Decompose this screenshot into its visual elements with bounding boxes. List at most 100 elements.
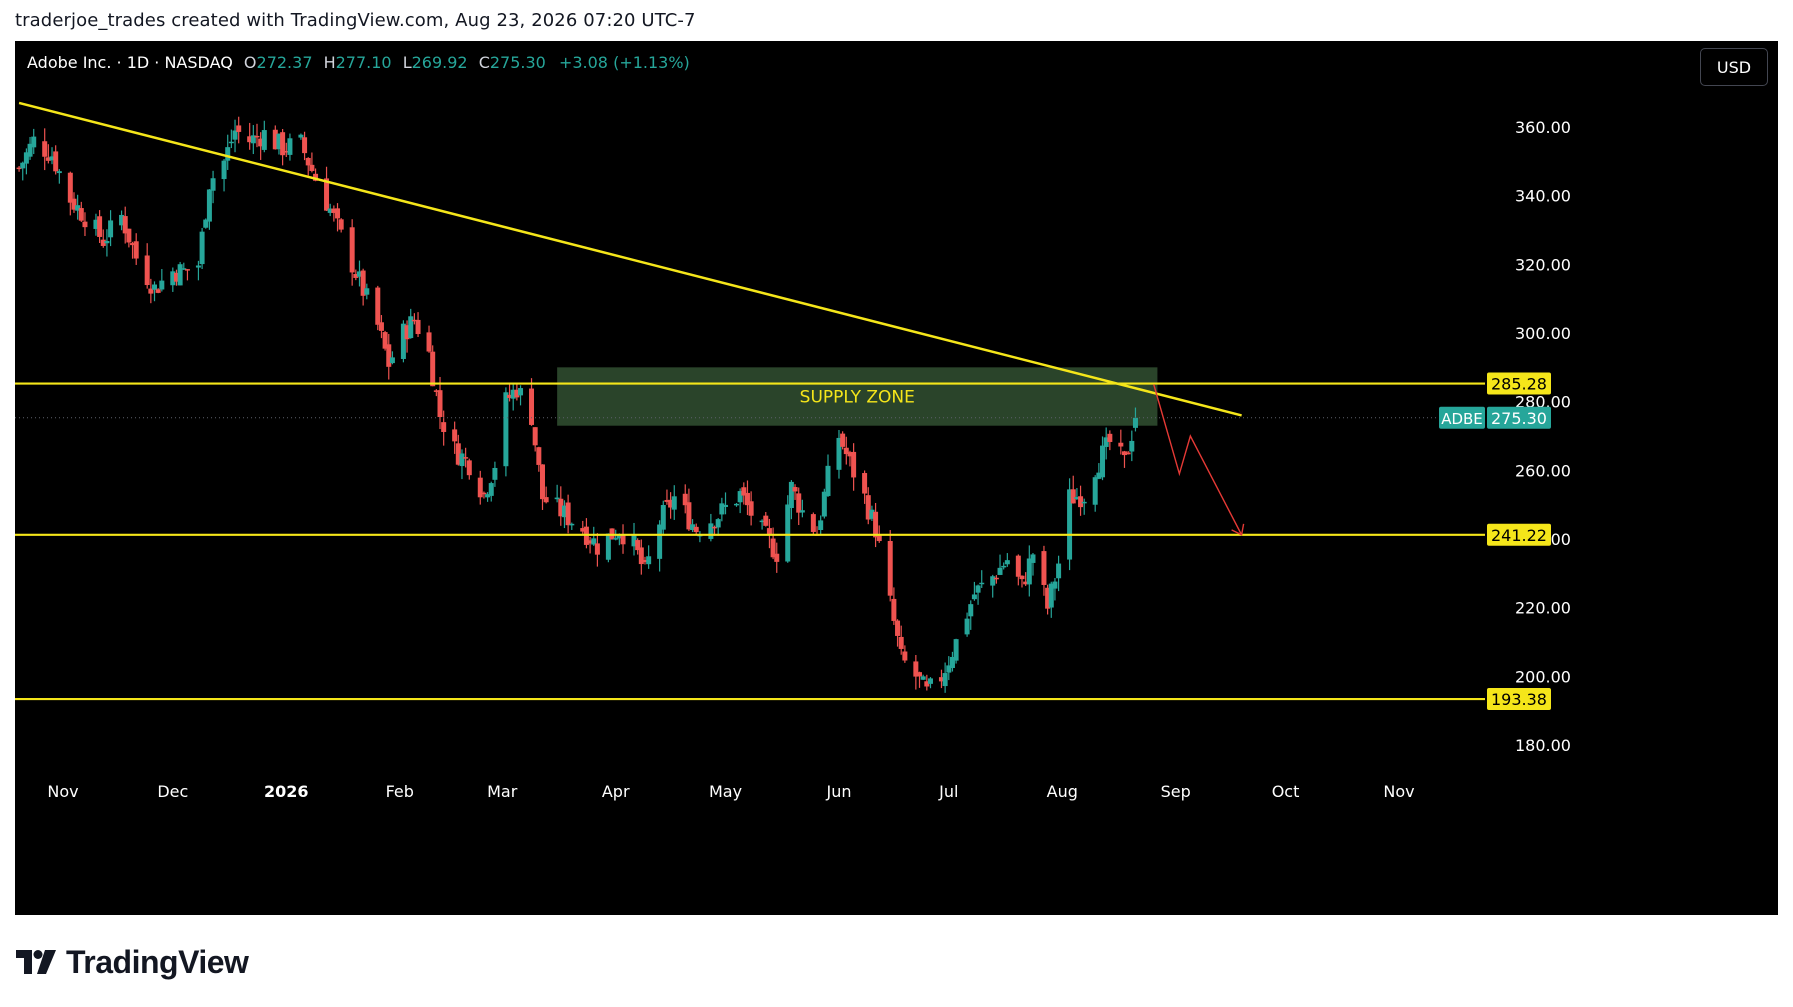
candle (100, 229, 106, 248)
candle-body (1121, 451, 1127, 456)
candle (126, 228, 132, 248)
candle-body (887, 540, 893, 596)
candle-body (49, 156, 55, 161)
candle-body (459, 453, 465, 467)
candle-body (613, 538, 619, 540)
candle (360, 268, 366, 306)
candle-body (770, 538, 776, 558)
candle (938, 669, 944, 689)
candle (507, 384, 513, 402)
candle (437, 376, 443, 430)
tradingview-logo[interactable]: TradingView (16, 943, 249, 980)
candle (518, 385, 524, 406)
candle-body (302, 137, 308, 154)
candle (1056, 555, 1062, 592)
candle-body (1078, 496, 1084, 508)
candle-body (946, 665, 952, 673)
candle (605, 533, 611, 563)
candle-body (1074, 497, 1080, 499)
candle (1132, 407, 1138, 432)
candle-body (56, 171, 62, 174)
candle-body (891, 598, 897, 621)
candle-body (1048, 583, 1054, 608)
candle-body (75, 205, 81, 211)
candle (349, 219, 355, 286)
candle-body (225, 147, 231, 161)
candle (459, 449, 465, 480)
candle-body (664, 500, 670, 502)
candle (799, 499, 805, 518)
candle (206, 189, 212, 230)
candle-body (975, 585, 981, 593)
candle (181, 262, 187, 270)
candle-body (1129, 440, 1135, 452)
candle (569, 522, 575, 530)
candle (335, 203, 341, 232)
candle-body (327, 208, 333, 213)
symbol-info[interactable]: Adobe Inc. · 1D · NASDAQ (27, 53, 233, 72)
level-price-tag: 193.38 (1487, 688, 1551, 711)
candle (250, 125, 256, 155)
candle-body (144, 255, 150, 286)
candle-body (250, 135, 256, 144)
candle-body (148, 288, 154, 294)
candle (232, 119, 238, 153)
candle-body (1019, 575, 1025, 580)
tradingview-wordmark: TradingView (66, 943, 249, 980)
candle-body (364, 288, 370, 295)
candle-body (536, 447, 542, 465)
candle (122, 206, 128, 244)
candle-body (261, 130, 267, 150)
candle (93, 213, 99, 236)
candle (433, 389, 439, 397)
candle (796, 487, 802, 526)
candle (411, 313, 417, 325)
chart-pane[interactable]: SUPPLY ZONE 360.00 340.00 320.00 300.00 280.0… (15, 41, 1778, 915)
candle (539, 464, 545, 510)
candle (159, 269, 165, 292)
candle (184, 268, 190, 281)
candle (463, 447, 469, 468)
candle-body (309, 164, 315, 171)
candle-body (561, 505, 567, 518)
price-chart[interactable]: SUPPLY ZONE360.00340.00320.00300.00280.0… (15, 41, 1778, 915)
candle (356, 260, 362, 287)
symbol-tag-bg (1439, 406, 1485, 429)
candle (1096, 463, 1102, 480)
candle (210, 170, 216, 204)
candle-body (979, 582, 985, 585)
candle-body (1045, 587, 1051, 609)
candle (280, 128, 286, 166)
candle-body (825, 465, 831, 497)
candle (770, 527, 776, 560)
candle-body (104, 241, 110, 244)
level-price-tag-text: 193.38 (1491, 690, 1547, 709)
candle-body (748, 501, 754, 516)
candle-body (455, 443, 461, 465)
candle (261, 120, 267, 153)
candle-body (276, 133, 282, 150)
candle (785, 495, 791, 563)
currency-button[interactable]: USD (1700, 48, 1768, 86)
candle-body (635, 540, 641, 551)
candle (975, 584, 981, 605)
candle (723, 492, 729, 515)
candle (715, 518, 721, 536)
candle-body (126, 228, 132, 243)
close-label: C (478, 53, 490, 72)
candle (378, 315, 384, 339)
candle-body (514, 389, 520, 398)
candle-body (938, 677, 944, 682)
candle-body (221, 160, 227, 180)
candle (221, 159, 227, 192)
candle-body (719, 503, 725, 515)
candle-body (27, 143, 33, 157)
candle-body (331, 208, 337, 213)
candle (971, 581, 977, 601)
supply-zone (557, 367, 1158, 426)
candle-body (902, 651, 908, 661)
candle (144, 243, 150, 289)
candle (283, 142, 289, 158)
candle-body (895, 620, 901, 636)
candle (408, 308, 414, 339)
